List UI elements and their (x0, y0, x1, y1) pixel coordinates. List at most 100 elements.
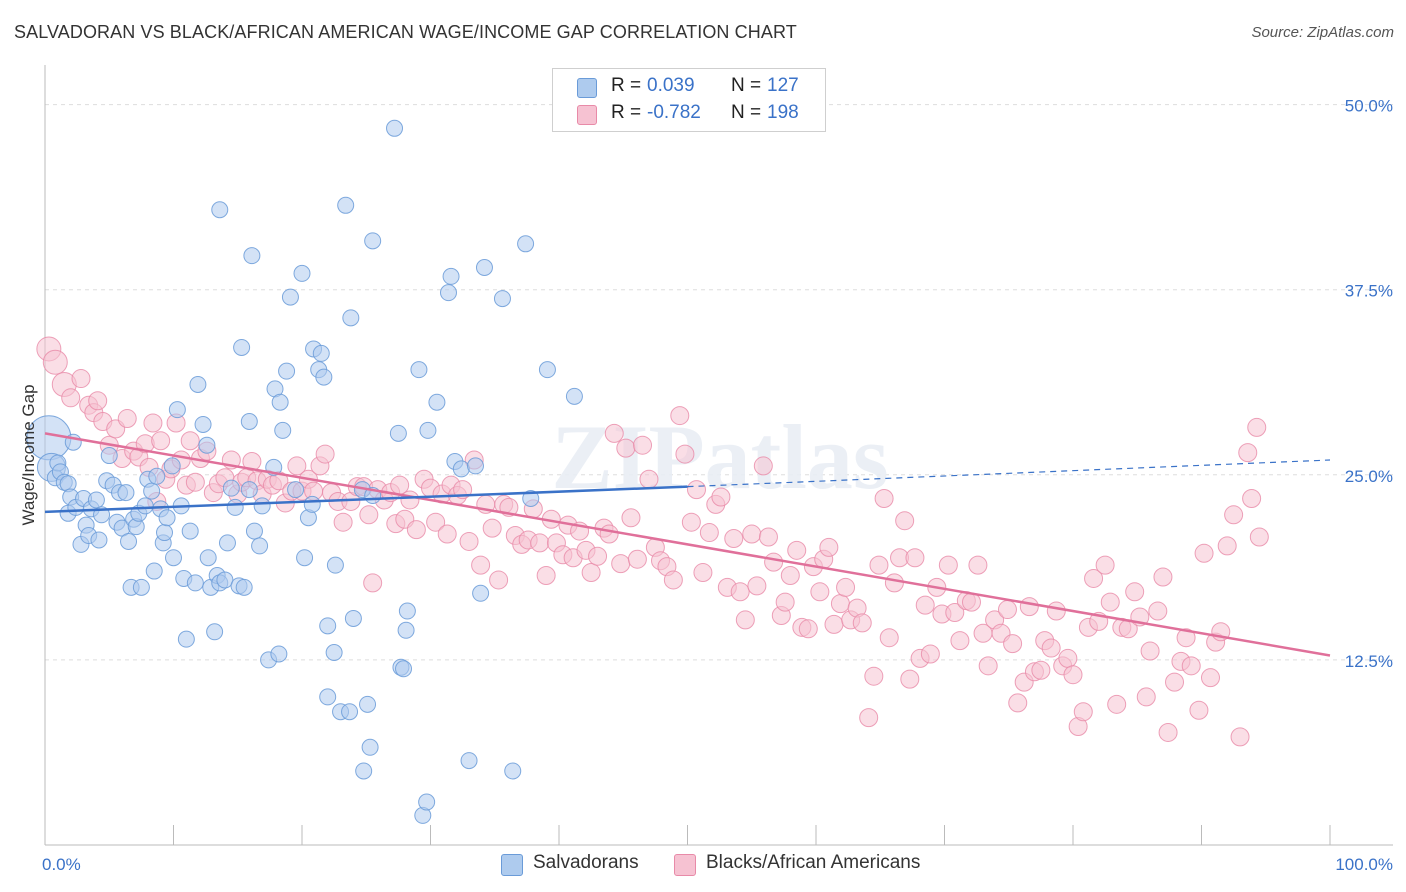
data-point-blacks (968, 555, 988, 575)
data-point-blacks (810, 582, 830, 602)
r-label: R = (611, 75, 642, 96)
data-point-blacks (616, 438, 636, 458)
data-point-blacks (699, 523, 719, 543)
data-point-blacks (869, 555, 889, 575)
data-point-blacks (530, 533, 550, 553)
data-point-salvadorans (163, 457, 181, 475)
data-point-salvadorans (251, 537, 269, 555)
stats-legend: R = 0.039 N = 127 R = -0.782 N = 198 (552, 68, 826, 132)
data-point-salvadorans (418, 793, 436, 811)
data-point-salvadorans (361, 738, 379, 756)
data-point-salvadorans (120, 532, 138, 550)
data-point-blacks (670, 406, 690, 426)
data-point-blacks (879, 628, 899, 648)
data-point-blacks (1046, 601, 1066, 621)
data-point-blacks (895, 511, 915, 531)
data-point-salvadorans (355, 762, 373, 780)
data-point-salvadorans (168, 401, 186, 419)
n-label: N = (731, 102, 762, 123)
data-point-blacks (758, 527, 778, 547)
trend-line-blacks (44, 432, 1331, 657)
r-label: R = (611, 102, 642, 123)
data-point-salvadorans (442, 267, 460, 285)
data-point-blacks (1095, 555, 1115, 575)
data-point-salvadorans (472, 584, 490, 602)
data-point-blacks (1189, 700, 1209, 720)
data-point-blacks (1217, 536, 1237, 556)
data-point-blacks (1107, 694, 1127, 714)
data-point-salvadorans (274, 421, 292, 439)
data-point-blacks (185, 472, 205, 492)
data-point-blacks (1148, 601, 1168, 621)
data-point-blacks (1165, 672, 1185, 692)
data-point-salvadorans (359, 695, 377, 713)
data-point-salvadorans (145, 562, 163, 580)
data-point-blacks (787, 540, 807, 560)
data-point-salvadorans (235, 578, 253, 596)
data-point-blacks (627, 549, 647, 569)
data-point-blacks (830, 594, 850, 614)
data-point-blacks (798, 619, 818, 639)
data-point-blacks (1200, 668, 1220, 688)
data-point-blacks (780, 566, 800, 585)
data-point-salvadorans (565, 387, 583, 405)
data-point-blacks (874, 489, 894, 508)
data-point-blacks (1194, 543, 1214, 563)
data-point-blacks (621, 508, 641, 528)
data-point-blacks (400, 490, 420, 510)
data-point-salvadorans (253, 497, 271, 515)
r-value: 0.039 (647, 75, 695, 96)
data-point-blacks (1176, 628, 1196, 648)
data-point-salvadorans (199, 549, 217, 567)
n-value: 198 (767, 102, 799, 123)
data-point-salvadorans (177, 630, 195, 648)
data-point-blacks (1063, 665, 1083, 685)
data-point-salvadorans (439, 284, 457, 302)
data-point-salvadorans (395, 660, 413, 678)
data-point-blacks (836, 577, 856, 597)
data-point-blacks (711, 487, 731, 507)
data-point-blacks (819, 537, 839, 557)
data-point-blacks (588, 546, 608, 566)
data-point-salvadorans (410, 361, 428, 379)
data-point-salvadorans (240, 481, 258, 499)
data-point-salvadorans (100, 447, 118, 465)
data-point-blacks (884, 573, 904, 593)
data-point-blacks (611, 554, 631, 574)
data-point-blacks (915, 595, 935, 615)
data-point-salvadorans (397, 621, 415, 639)
data-point-blacks (88, 391, 108, 411)
data-point-blacks (1003, 634, 1023, 654)
data-point-salvadorans (90, 531, 108, 549)
data-point-salvadorans (156, 524, 174, 542)
data-point-blacks (1238, 443, 1258, 463)
data-point-salvadorans (132, 578, 150, 596)
data-point-blacks (742, 524, 762, 544)
x-tick-label: 100.0% (1335, 855, 1393, 874)
x-tick-labels: 0.0% 100.0% (42, 855, 1393, 874)
data-point-blacks (961, 592, 981, 612)
data-point-blacks (724, 528, 744, 548)
trend-line-salvadorans-extension (687, 459, 1331, 488)
data-point-salvadorans (398, 602, 416, 620)
data-point-blacks (1230, 727, 1250, 747)
data-point-salvadorans (245, 522, 263, 540)
data-point-blacks (824, 614, 844, 634)
data-point-blacks (1136, 687, 1156, 707)
data-point-blacks (859, 708, 879, 728)
data-point-blacks (747, 576, 767, 596)
data-point-salvadorans (303, 495, 321, 513)
data-point-blacks (143, 413, 163, 433)
data-point-blacks (675, 444, 695, 464)
data-point-blacks (1058, 648, 1078, 668)
data-point-salvadorans (342, 309, 360, 327)
data-point-salvadorans (198, 436, 216, 454)
data-point-salvadorans (493, 290, 511, 308)
data-point-blacks (333, 512, 353, 532)
data-point-blacks (406, 520, 426, 540)
salvadorans-swatch (577, 78, 597, 98)
data-point-salvadorans (165, 549, 182, 567)
data-point-blacks (599, 524, 619, 544)
data-point-blacks (693, 563, 713, 583)
